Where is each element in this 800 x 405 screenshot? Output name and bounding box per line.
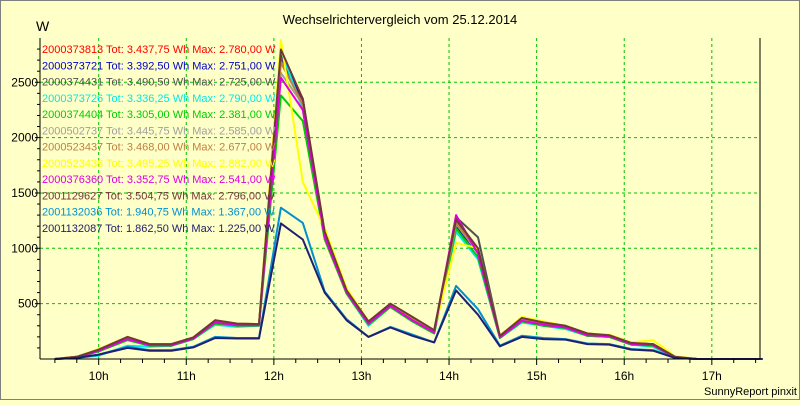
plot-area [40,38,760,359]
legend-entry-7: 2000523437 Tot: 3.468,00 Wh Max: 2.677,0… [42,142,276,154]
y-axis-unit-label: W [36,18,50,34]
x-tick-label-16h: 16h [614,369,634,383]
y-tick-label-1500: 1500 [11,186,38,200]
y-tick-label-500: 500 [18,297,38,311]
tick-labels: 10h 11h 12h 13h 14h 15h 16h 17h 500 1000 1500 2000 2… [11,75,722,383]
legend-entry-1: 2000373813 Tot: 3.437,75 Wh Max: 2.780,0… [42,44,276,56]
x-tick-label-11h: 11h [177,369,196,383]
legend: 2000373813 Tot: 3.437,75 Wh Max: 2.780,0… [42,44,276,235]
legend-entry-2: 2000373721 Tot: 3.392,50 Wh Max: 2.751,0… [42,60,276,72]
grid-lines [40,38,760,359]
legend-entry-12: 2001132087 Tot: 1.862,50 Wh Max: 1.225,0… [42,223,275,235]
legend-entry-6: 2000502737 Tot: 3.445,75 Wh Max: 2.585,0… [42,125,276,137]
legend-entry-3: 2000374431 Tot: 3.490,50 Wh Max: 2.725,0… [42,77,276,89]
legend-entry-8: 2000523438 Tot: 3.495,25 Wh Max: 2.882,0… [42,158,276,170]
y-tick-label-2500: 2500 [11,75,38,89]
footer-credit: SunnyReport pinxit [704,386,797,398]
series-line-10 [54,48,763,360]
legend-entry-11: 2001132036 Tot: 1.940,75 Wh Max: 1.367,0… [42,207,275,219]
x-tick-label-13h: 13h [351,369,371,383]
series-line-12 [54,222,763,360]
series-line-9 [54,76,763,360]
x-tick-label-14h: 14h [439,369,459,383]
axes [35,38,761,365]
y-tick-label-2000: 2000 [11,131,38,145]
legend-entry-10: 2001129627 Tot: 3.504,75 Wh Max: 2.796,0… [42,190,275,202]
y-tick-label-1000: 1000 [11,241,38,255]
legend-entry-4: 2000373726 Tot: 3.336,25 Wh Max: 2.790,0… [42,93,276,105]
chart-title: Wechselrichtervergleich vom 25.12.2014 [283,12,518,27]
x-tick-label-12h: 12h [264,369,284,383]
x-tick-label-10h: 10h [89,369,109,383]
legend-entry-9: 2000376360 Tot: 3.352,75 Wh Max: 2.541,0… [42,174,276,186]
legend-entry-5: 2000374404 Tot: 3.305,00 Wh Max: 2.381,0… [42,109,276,121]
x-tick-label-15h: 15h [527,369,547,383]
data-series [54,39,763,360]
plot-background [40,38,760,359]
x-tick-label-17h: 17h [702,369,722,383]
